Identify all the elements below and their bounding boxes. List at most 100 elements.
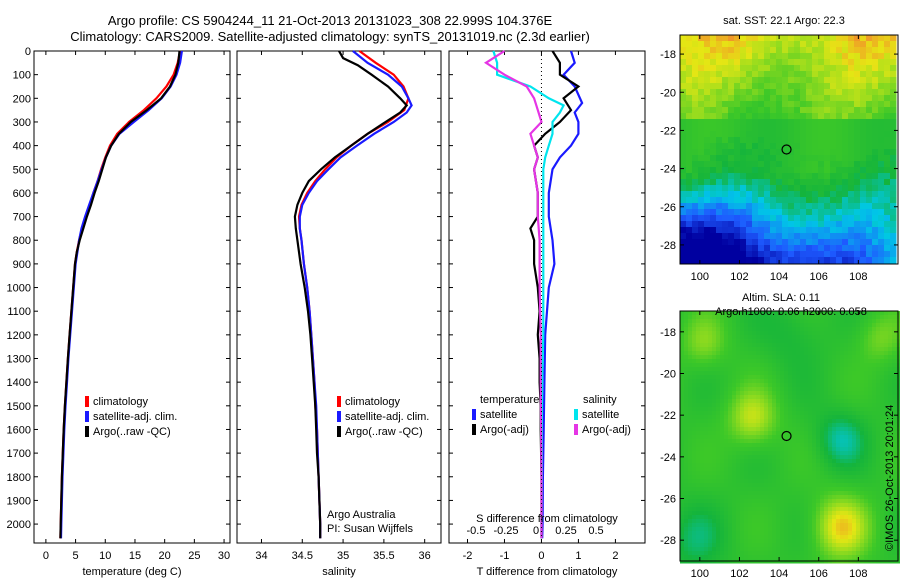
s-diff-axis-label: S difference from climatology (476, 513, 618, 525)
map-y-tick-label: -28 (660, 240, 676, 252)
y-tick-label: 1000 (7, 283, 31, 295)
y-tick-label: 1500 (7, 401, 31, 413)
y-tick-label: 2000 (7, 519, 31, 531)
argo-location-marker (781, 144, 792, 155)
s-diff-tick-label: 0.5 (588, 525, 603, 537)
x-tick-label: 15 (129, 550, 141, 562)
diff-legend-salinity-swatch (574, 424, 578, 435)
map-x-tick-label: 100 (691, 271, 709, 283)
y-tick-label: 1100 (7, 306, 31, 318)
map-x-tick-label: 102 (730, 568, 748, 580)
map-x-tick-label: 108 (849, 271, 867, 283)
map-x-tick-label: 100 (691, 568, 709, 580)
sla-map-subtitle: Argo h1000: 0.06 h2000: 0.058 (715, 306, 867, 318)
s-diff-tick-label: 0 (533, 525, 539, 537)
map-y-tick-label: -22 (660, 410, 676, 422)
x-tick-label: 30 (218, 550, 230, 562)
annotation-line: Argo Australia (327, 509, 396, 521)
diff-legend-temperature-swatch (472, 424, 476, 435)
x-tick-label: 20 (159, 550, 171, 562)
temp-legend-label: climatology (93, 396, 149, 408)
diff-legend-salinity-label: Argo(-adj) (582, 424, 631, 436)
map-y-tick-label: -18 (660, 49, 676, 61)
y-tick-label: 100 (13, 70, 31, 82)
map-y-tick-label: -20 (660, 87, 676, 99)
x-axis-label: T difference from climatology (477, 566, 618, 578)
y-tick-label: 1700 (7, 448, 31, 460)
y-tick-label: 1800 (7, 472, 31, 484)
chart-title-line2: Climatology: CARS2009. Satellite-adjuste… (70, 29, 590, 44)
plot-frame-salinity-profile (236, 50, 442, 544)
map-x-tick-label: 106 (810, 271, 828, 283)
map-x-tick-label: 102 (730, 271, 748, 283)
temp-legend-swatch (85, 396, 89, 407)
x-tick-label: 0 (43, 550, 49, 562)
x-tick-label: -2 (463, 550, 473, 562)
diff-legend-salinity-label: satellite (582, 409, 619, 421)
map-y-tick-label: -22 (660, 125, 676, 137)
sal-legend-swatch (337, 426, 341, 437)
y-tick-label: 600 (13, 188, 31, 200)
x-tick-label: 0 (538, 550, 544, 562)
map-y-tick-label: -18 (660, 327, 676, 339)
diff-legend-salinity-swatch (574, 409, 578, 420)
x-tick-label: 34.5 (292, 550, 313, 562)
y-tick-label: 1400 (7, 377, 31, 389)
x-tick-label: 36 (419, 550, 431, 562)
diff-legend-temperature-label: Argo(-adj) (480, 424, 529, 436)
y-tick-label: 900 (13, 259, 31, 271)
sal-legend-swatch (337, 396, 341, 407)
plot-frame-temperature-profile (33, 50, 231, 544)
watermark-text: ©IMOS 26-Oct-2013 20:01:24 (884, 404, 896, 551)
sst-map-title: sat. SST: 22.1 Argo: 22.3 (723, 15, 845, 27)
y-tick-label: 300 (13, 117, 31, 129)
series-line-salinity-satellite (492, 50, 566, 539)
y-tick-label: 1200 (7, 330, 31, 342)
x-tick-label: 1 (575, 550, 581, 562)
x-tick-label: 5 (73, 550, 79, 562)
s-diff-tick-label: -0.25 (493, 525, 518, 537)
sal-legend-swatch (337, 411, 341, 422)
y-tick-label: 700 (13, 212, 31, 224)
x-tick-label: 35.5 (373, 550, 394, 562)
map-x-tick-label: 104 (770, 568, 788, 580)
diff-legend-temperature-label: satellite (480, 409, 517, 421)
argo-location-marker (781, 430, 792, 442)
sal-legend-label: satellite-adj. clim. (345, 411, 429, 423)
map-y-tick-label: -26 (660, 202, 676, 214)
x-tick-label: 25 (188, 550, 200, 562)
x-tick-label: 10 (99, 550, 111, 562)
sla-map-title: Altim. SLA: 0.11 (742, 292, 820, 304)
x-tick-label: -1 (500, 550, 510, 562)
map-x-tick-label: 108 (849, 568, 867, 580)
temp-legend-swatch (85, 426, 89, 437)
x-axis-label: temperature (deg C) (82, 566, 181, 578)
sla-map (680, 311, 900, 564)
x-tick-label: 2 (612, 550, 618, 562)
map-x-tick-label: 104 (770, 271, 788, 283)
s-diff-tick-label: -0.5 (467, 525, 486, 537)
diff-legend-temperature-title: temperature (480, 394, 539, 406)
x-tick-label: 35 (337, 550, 349, 562)
y-tick-label: 0 (25, 46, 31, 58)
series-line-salinity-argo-adj- (483, 50, 543, 539)
map-y-tick-label: -26 (660, 494, 676, 506)
y-tick-label: 500 (13, 164, 31, 176)
x-tick-label: 34 (255, 550, 267, 562)
x-axis-label: salinity (322, 566, 356, 578)
sst-map (680, 35, 897, 264)
diff-legend-temperature-swatch (472, 409, 476, 420)
temp-legend-label: satellite-adj. clim. (93, 411, 177, 423)
temp-legend-label: Argo(..raw -QC) (93, 426, 171, 438)
sal-legend-label: climatology (345, 396, 401, 408)
map-y-tick-label: -24 (660, 164, 676, 176)
annotation-line: PI: Susan Wijffels (327, 523, 413, 535)
y-tick-label: 200 (13, 93, 31, 105)
sst-map-frame (679, 34, 899, 265)
series-line-argo-raw-qc- (59, 50, 181, 539)
s-diff-tick-label: 0.25 (555, 525, 576, 537)
sla-map-frame (679, 310, 899, 562)
map-y-tick-label: -28 (660, 535, 676, 547)
sal-legend-label: Argo(..raw -QC) (345, 426, 423, 438)
